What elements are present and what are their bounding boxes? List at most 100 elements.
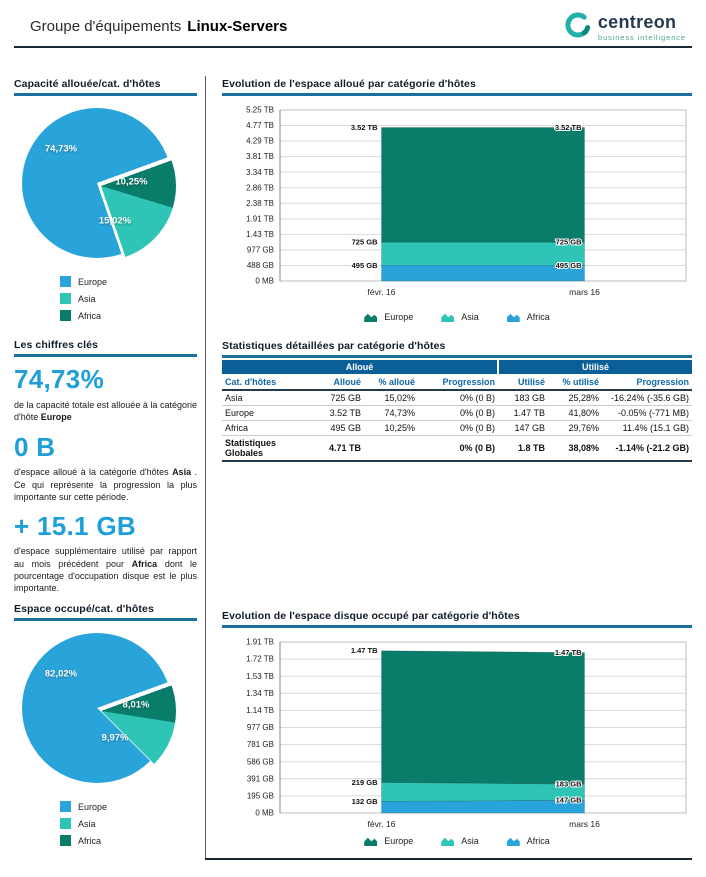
svg-text:183 GB: 183 GB bbox=[556, 780, 582, 789]
section-title: Capacité allouée/cat. d'hôtes bbox=[14, 78, 161, 90]
svg-text:725 GB: 725 GB bbox=[556, 238, 582, 247]
pie-slice-label: 10,25% bbox=[115, 176, 148, 187]
svg-text:1.43 TB: 1.43 TB bbox=[246, 230, 274, 239]
legend-swatch-icon bbox=[60, 293, 71, 304]
pie-exploded-slices bbox=[26, 636, 176, 787]
legend-item: Asia bbox=[441, 836, 479, 846]
svg-text:725 GB: 725 GB bbox=[352, 238, 378, 247]
stats-table-body: Asia 725 GB 15,02% 0% (0 B) 183 GB 25,28% -16.… bbox=[222, 390, 693, 462]
legend-label: Asia bbox=[78, 293, 96, 304]
area-chart-allocated: 0 MB 488 GB 977 GB 1.43 TB 1.91 TB 2.38 TB 2.8… bbox=[222, 98, 692, 303]
table-cell: 0% (0 B) bbox=[418, 435, 499, 462]
svg-text:977 GB: 977 GB bbox=[247, 246, 274, 255]
legend-item: Africa bbox=[60, 835, 197, 847]
legend-item: Europe bbox=[60, 801, 197, 813]
table-cell: 4.71 TB bbox=[310, 435, 364, 462]
page-title-group-name: Linux-Servers bbox=[187, 18, 288, 35]
section-underline bbox=[222, 625, 692, 628]
legend-label: Europe bbox=[78, 801, 108, 812]
svg-text:1.91 TB: 1.91 TB bbox=[246, 214, 274, 223]
column-header-allocated-progression: Progression bbox=[418, 374, 499, 391]
legend-swatch-icon bbox=[364, 837, 378, 846]
legend-label: Asia bbox=[461, 836, 479, 846]
svg-text:févr. 16: févr. 16 bbox=[368, 287, 396, 297]
svg-text:488 GB: 488 GB bbox=[247, 261, 274, 270]
key-figure-text-part: de la capacité totale est allouée à la c… bbox=[14, 399, 197, 422]
table-cell: 3.52 TB bbox=[310, 405, 364, 421]
svg-text:1.47 TB: 1.47 TB bbox=[351, 646, 378, 655]
legend-label: Europe bbox=[78, 276, 108, 287]
column-divider bbox=[205, 76, 206, 858]
brand-tagline: business intelligence bbox=[597, 33, 686, 42]
svg-text:4.77 TB: 4.77 TB bbox=[246, 121, 274, 130]
legend-item: Asia bbox=[60, 818, 197, 830]
table-cell: 147 GB bbox=[498, 420, 549, 436]
pie-slice-label: 82,02% bbox=[44, 668, 78, 680]
brand-name: centreon bbox=[597, 12, 677, 32]
legend-label: Asia bbox=[461, 312, 479, 322]
section-chart-allocated: Evolution de l'espace alloué par catégor… bbox=[222, 78, 692, 96]
section-pie-used: Espace occupé/cat. d'hôtes bbox=[14, 603, 197, 622]
table-cell: 1.47 TB bbox=[498, 405, 549, 421]
table-cell: -16.24% (-35.6 GB) bbox=[602, 390, 693, 406]
svg-text:5.25 TB: 5.25 TB bbox=[246, 106, 274, 115]
section-pie-allocated: Capacité allouée/cat. d'hôtes bbox=[14, 78, 197, 96]
table-cell bbox=[364, 435, 418, 462]
legend-item: Africa bbox=[506, 836, 550, 846]
section-title: Statistiques détaillées par catégorie d'… bbox=[222, 340, 446, 352]
table-cell: 11.4% (15.1 GB) bbox=[602, 420, 693, 436]
pie-chart-used: 8,01% 9,97% 82,02% bbox=[22, 633, 176, 787]
legend-swatch-icon bbox=[60, 835, 71, 847]
legend-item: Asia bbox=[60, 293, 197, 304]
left-column: Capacité allouée/cat. d'hôtes 10,25% 15,0… bbox=[14, 78, 197, 847]
table-cell: 0% (0 B) bbox=[418, 390, 499, 406]
svg-text:495 GB: 495 GB bbox=[556, 261, 582, 270]
pie-slice-label: 8,01% bbox=[122, 699, 150, 711]
area-chart-allocated-legend: Europe Asia Africa bbox=[222, 312, 692, 322]
table-row: Asia 725 GB 15,02% 0% (0 B) 183 GB 25,28% -16.… bbox=[222, 390, 693, 406]
legend-label: Africa bbox=[526, 312, 550, 322]
pie-slice-label: 9,97% bbox=[101, 732, 129, 744]
table-row: Europe 3.52 TB 74,73% 0% (0 B) 1.47 TB 41,80%… bbox=[222, 405, 693, 421]
svg-text:132 GB: 132 GB bbox=[352, 797, 378, 806]
legend-label: Europe bbox=[384, 312, 414, 322]
table-cell: Africa bbox=[222, 420, 310, 436]
column-header-used: Utilisé bbox=[498, 374, 549, 391]
section-title: Les chiffres clés bbox=[14, 339, 98, 351]
brand-text: centreon business intelligence bbox=[598, 13, 686, 42]
key-figure-highlight: Africa bbox=[131, 558, 158, 569]
pie-chart-allocated: 10,25% 15,02% 74,73% bbox=[22, 108, 176, 261]
table-columns-row: Cat. d'hôtes Alloué % alloué Progression… bbox=[222, 374, 693, 391]
key-figure-extra-used-text: d'espace supplémentaire utilisé par rapp… bbox=[14, 545, 197, 594]
key-figure-text-part: . Ce qui représente la progression la pl… bbox=[14, 467, 197, 502]
table-cell: 10,25% bbox=[364, 420, 418, 436]
table-cell: 15,02% bbox=[364, 390, 418, 406]
legend-swatch-icon bbox=[506, 837, 520, 846]
legend-label: Asia bbox=[78, 818, 96, 829]
key-figure-highlight: Europe bbox=[40, 411, 72, 422]
svg-text:2.38 TB: 2.38 TB bbox=[246, 199, 274, 208]
table-cell: 1.8 TB bbox=[498, 435, 549, 462]
key-figure-text-part: d'espace supplémentaire utilisé par rapp… bbox=[14, 546, 197, 569]
key-figure-allocated-text: de la capacité totale est allouée à la c… bbox=[14, 399, 197, 423]
svg-text:495 GB: 495 GB bbox=[352, 261, 378, 270]
svg-text:1.47 TB: 1.47 TB bbox=[555, 648, 582, 657]
pie-exploded-slices bbox=[26, 111, 176, 261]
page-title: Groupe d'équipements Linux-Servers bbox=[30, 18, 287, 35]
key-figure-allocated-percent: 74,73% bbox=[14, 364, 104, 394]
key-figure-extra-used-value: + 15.1 GB bbox=[14, 510, 136, 541]
table-cell: -1.14% (-21.2 GB) bbox=[602, 435, 693, 462]
legend-item: Europe bbox=[364, 836, 413, 846]
key-figure-highlight: Asia bbox=[172, 467, 192, 478]
legend-item: Europe bbox=[364, 312, 413, 322]
legend-swatch-icon bbox=[60, 310, 71, 321]
legend-swatch-icon bbox=[60, 818, 71, 830]
section-title: Evolution de l'espace disque occupé par … bbox=[222, 610, 520, 622]
svg-text:3.81 TB: 3.81 TB bbox=[246, 152, 274, 161]
legend-item: Africa bbox=[60, 310, 197, 321]
section-underline bbox=[14, 93, 197, 96]
svg-text:3.34 TB: 3.34 TB bbox=[246, 168, 274, 177]
svg-text:977 GB: 977 GB bbox=[247, 723, 274, 732]
table-cell: 0% (0 B) bbox=[418, 405, 499, 421]
